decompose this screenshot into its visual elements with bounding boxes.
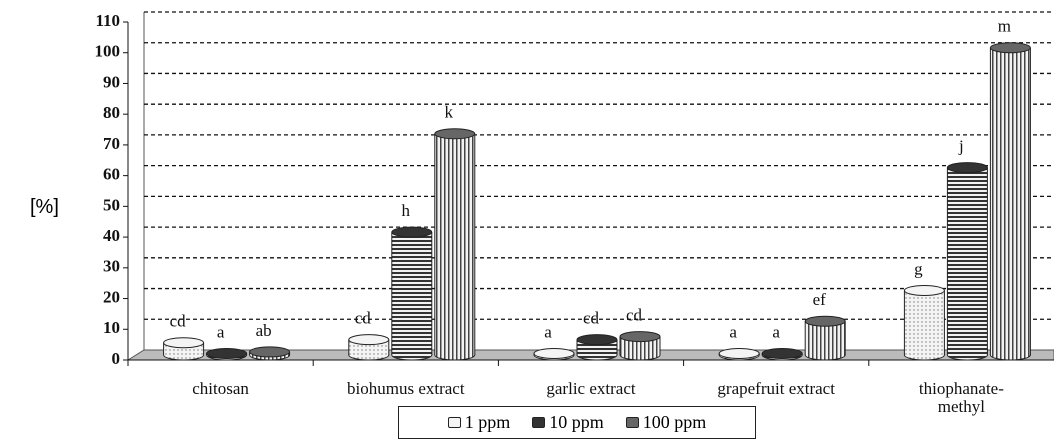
cylinder-top (903, 284, 945, 296)
x-tick-label: thiophanate-methyl (918, 379, 1004, 416)
bar (947, 167, 988, 355)
x-tick-label: grapefruit extract (717, 379, 835, 398)
cylinder (576, 334, 618, 361)
x-tick-label: chitosan (192, 379, 249, 398)
legend: 1 ppm 10 ppm 100 ppm (398, 406, 756, 439)
y-tick-label: 60 (103, 165, 120, 184)
legend-swatch (625, 417, 639, 428)
y-tick-label: 20 (103, 287, 120, 306)
bar (990, 47, 1031, 356)
cylinder (903, 284, 945, 361)
x-tick-label: biohumus extract (347, 379, 465, 398)
bar (391, 232, 432, 355)
legend-swatch (447, 417, 461, 428)
cylinder (718, 347, 760, 361)
y-tick-label: 50 (103, 195, 120, 214)
legend-label: 10 ppm (549, 412, 604, 432)
y-tick-label: 110 (95, 11, 120, 30)
data-annotation: a (729, 322, 737, 341)
cylinder-top (576, 334, 618, 346)
data-annotation: a (772, 322, 780, 341)
y-tick-label: 90 (103, 72, 120, 91)
cylinder-top (619, 331, 661, 343)
cylinder-top (249, 346, 291, 358)
x-tick-label: garlic extract (546, 379, 636, 398)
cylinder (804, 315, 846, 361)
cylinder-top (206, 347, 248, 359)
data-annotation: a (217, 322, 225, 341)
data-annotation: k (445, 103, 454, 122)
data-annotation: ab (256, 321, 272, 340)
y-tick-label: 80 (103, 103, 120, 122)
cylinder-top (533, 347, 575, 359)
cylinder (989, 42, 1031, 361)
cylinder (946, 162, 988, 361)
cylinder (761, 347, 803, 361)
cylinder-top (348, 334, 390, 346)
cylinder-top (989, 42, 1031, 54)
cylinder-top (391, 226, 433, 238)
legend-swatch (532, 417, 546, 428)
cylinder (348, 334, 390, 361)
data-annotation: ef (813, 290, 827, 309)
cylinder-top (946, 162, 988, 174)
cylinder-top (434, 128, 476, 140)
data-annotation: cd (583, 309, 600, 328)
legend-item: 1 ppm (447, 412, 511, 433)
y-tick-label: 0 (112, 349, 121, 368)
cylinder-top (804, 315, 846, 327)
cylinder (434, 128, 476, 361)
data-annotation: a (544, 322, 552, 341)
data-annotation: g (914, 259, 923, 278)
legend-item: 10 ppm (532, 412, 604, 433)
y-tick-label: 70 (103, 134, 120, 153)
legend-label: 100 ppm (642, 412, 707, 432)
data-annotation: cd (170, 312, 187, 331)
cylinder (619, 331, 661, 361)
data-annotation: j (958, 136, 964, 155)
y-tick-label: 40 (103, 226, 120, 245)
cylinder (163, 337, 205, 361)
legend-item: 100 ppm (625, 412, 707, 433)
cylinder (249, 346, 291, 361)
y-tick-label: 30 (103, 257, 120, 276)
bar (434, 133, 475, 355)
y-tick-label: 10 (103, 318, 120, 337)
bar (805, 321, 846, 355)
data-annotation: h (402, 201, 411, 220)
y-axis-label: [%] (30, 196, 59, 218)
cylinder (206, 347, 248, 361)
y-tick-label: 100 (95, 42, 121, 61)
cylinder-top (718, 347, 760, 359)
cylinder-top (761, 347, 803, 359)
legend-label: 1 ppm (464, 412, 511, 432)
cylinder (391, 226, 433, 361)
data-annotation: cd (626, 305, 643, 324)
data-annotation: cd (355, 309, 372, 328)
cylinder (533, 347, 575, 361)
cylinder-top (163, 337, 205, 349)
data-annotation: m (998, 17, 1011, 36)
bar (904, 290, 945, 355)
